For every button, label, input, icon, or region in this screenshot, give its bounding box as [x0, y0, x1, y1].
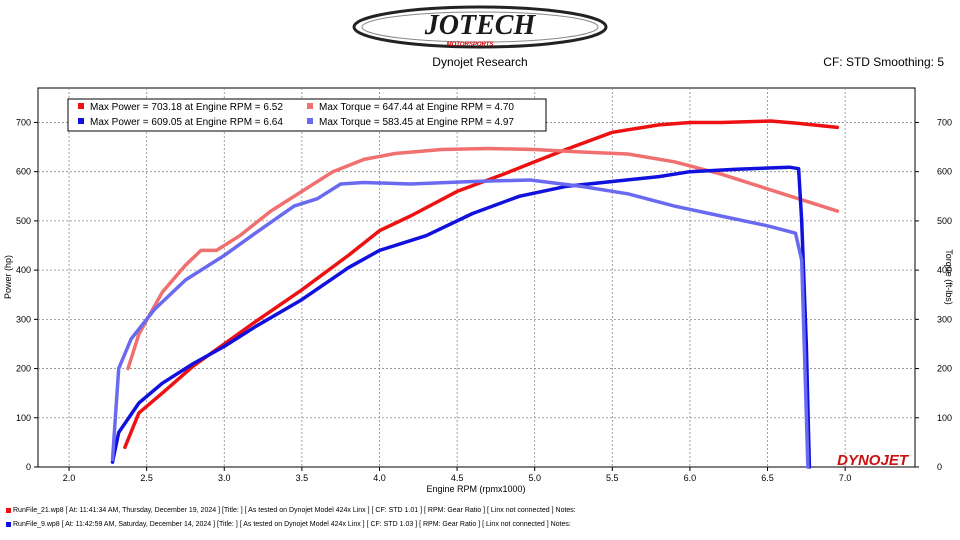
series-line-4: [110, 178, 810, 469]
chart-subtitle: Dynojet Research: [432, 55, 528, 69]
x-tick-label: 6.0: [684, 473, 697, 483]
y2-axis-label: Torque (ft-lbs): [944, 249, 954, 305]
y2-tick-label: 100: [937, 413, 952, 423]
x-axis-label: Engine RPM (rpmx1000): [426, 484, 525, 494]
x-tick-label: 6.5: [761, 473, 774, 483]
y-tick-label: 600: [16, 167, 31, 177]
y-tick-label: 200: [16, 364, 31, 374]
x-tick-label: 5.5: [606, 473, 619, 483]
legend-swatch: [78, 103, 84, 109]
x-tick-label: 2.0: [63, 473, 76, 483]
legend-swatch: [307, 118, 313, 124]
run-2-marker: [6, 521, 11, 527]
series-line-2: [126, 146, 840, 371]
y2-tick-label: 0: [937, 462, 942, 472]
legend-label: Max Power = 609.05 at Engine RPM = 6.64: [90, 117, 283, 128]
y-tick-label: 300: [16, 314, 31, 324]
y-tick-label: 100: [16, 413, 31, 423]
footer-run-2-text: RunFile_9.wp8 [ At: 11:42:59 AM, Saturda…: [13, 521, 571, 528]
y-axis-label: Power (hp): [3, 255, 13, 299]
jotech-logo: JOTECH MOTORSPORTS: [352, 5, 608, 49]
x-tick-label: 7.0: [839, 473, 852, 483]
y2-tick-label: 300: [937, 314, 952, 324]
logo-brand: JOTECH: [424, 10, 537, 41]
y2-tick-label: 700: [937, 117, 952, 127]
legend-label: Max Torque = 647.44 at Engine RPM = 4.70: [319, 102, 514, 113]
y2-tick-label: 200: [937, 364, 952, 374]
x-tick-label: 5.0: [528, 473, 541, 483]
series-lines: [110, 119, 840, 469]
chart-settings: CF: STD Smoothing: 5: [823, 55, 944, 69]
x-tick-label: 3.0: [218, 473, 231, 483]
plot-frame: [37, 87, 916, 468]
legend: Max Power = 703.18 at Engine RPM = 6.52 M…: [67, 98, 547, 132]
y2-tick-label: 500: [937, 216, 952, 226]
x-tick-label: 2.5: [140, 473, 153, 483]
y2-tick-label: 400: [937, 265, 952, 275]
legend-label: Max Torque = 583.45 at Engine RPM = 4.97: [319, 117, 514, 128]
run-1-marker: [6, 507, 11, 513]
x-tick-label: 4.5: [451, 473, 464, 483]
logo-brand-sub: MOTORSPORTS: [447, 42, 494, 48]
dynojet-watermark: DYNOJET: [837, 452, 910, 469]
axis-ticks: 2.0 2.5 3.0 3.5 4.0 4.5 5.0 5.5 6.0 6.5 7.0 0 100 200…: [16, 117, 952, 483]
y-tick-label: 400: [16, 265, 31, 275]
grid: [38, 88, 915, 467]
legend-swatch: [307, 103, 313, 109]
x-tick-label: 3.5: [296, 473, 309, 483]
series-line-3: [110, 165, 812, 469]
y-tick-label: 700: [16, 117, 31, 127]
footer-run-1-text: RunFile_21.wp8 [ At: 11:41:34 AM, Thursd…: [13, 507, 576, 514]
y-tick-label: 0: [26, 462, 31, 472]
footer-run-1: RunFile_21.wp8 [ At: 11:41:34 AM, Thursd…: [6, 507, 576, 514]
y-tick-label: 500: [16, 216, 31, 226]
legend-label: Max Power = 703.18 at Engine RPM = 6.52: [90, 102, 283, 113]
legend-swatch: [78, 118, 84, 124]
footer-run-2: RunFile_9.wp8 [ At: 11:42:59 AM, Saturda…: [6, 521, 571, 528]
y2-tick-label: 600: [937, 167, 952, 177]
x-tick-label: 4.0: [373, 473, 386, 483]
